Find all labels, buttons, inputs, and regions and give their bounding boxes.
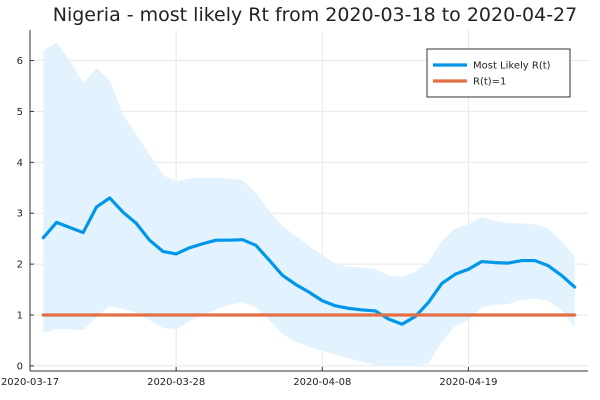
x-tick-label-3: 2020-04-19 [439,377,497,388]
legend-box [426,48,571,98]
y-tick-label-1: 1 [17,311,23,322]
tick-labels: 0 1 2 3 4 5 6 2020-03-17 2020-03-28 2020-04-08 202… [1,56,498,388]
y-tick-label-3: 3 [17,209,23,220]
axes [29,30,588,372]
legend-label-1: R(t)=1 [473,77,506,88]
series-layer [41,196,577,326]
y-tick-label-2: 2 [17,260,23,271]
series-line-most-likely-rt [41,196,577,326]
legend: Most Likely R(t) R(t)=1 [426,48,571,98]
x-tick-label-2: 2020-04-08 [293,377,351,388]
y-tick-label-5: 5 [17,107,23,118]
y-tick-label-6: 6 [17,56,23,67]
chart-title: Nigeria - most likely Rt from 2020-03-18… [53,4,578,26]
y-tick-label-0: 0 [17,361,23,372]
x-tick-label-1: 2020-03-28 [147,377,205,388]
legend-label-0: Most Likely R(t) [473,61,551,72]
x-tick-label-0: 2020-03-17 [1,377,59,388]
y-tick-label-4: 4 [17,158,23,169]
